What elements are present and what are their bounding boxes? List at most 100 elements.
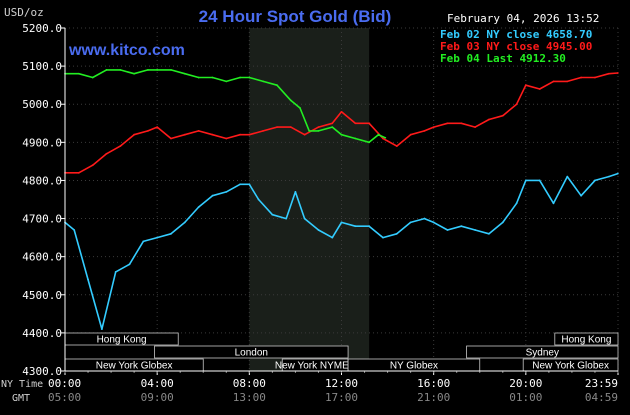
- series-point-2: [423, 130, 426, 132]
- y-tick-label: 4900.0: [22, 136, 62, 149]
- market-session-label: New York Globex: [532, 361, 609, 372]
- series-point-2: [91, 164, 94, 167]
- series-point-2: [289, 126, 292, 128]
- series-point-2: [183, 133, 186, 136]
- x-tick-label-gmt: 05:00: [48, 391, 81, 404]
- series-point-3: [77, 72, 80, 75]
- unit-label: USD/oz: [4, 6, 44, 19]
- series-point-3: [331, 126, 334, 128]
- series-point-1: [423, 217, 426, 220]
- series-point-1: [524, 179, 527, 182]
- market-session-label: London: [235, 348, 268, 359]
- series-point-2: [170, 137, 172, 140]
- x-tick-label-ny: 08:00: [233, 377, 266, 390]
- series-point-2: [566, 80, 569, 83]
- series-point-2: [211, 133, 214, 136]
- series-point-1: [87, 278, 89, 281]
- series-point-2: [119, 145, 122, 148]
- series-point-2: [474, 126, 477, 128]
- series-point-1: [248, 183, 251, 186]
- series-point-1: [225, 190, 228, 193]
- series-point-2: [262, 130, 265, 132]
- series-point-1: [128, 263, 131, 266]
- series-point-2: [616, 72, 619, 74]
- series-point-3: [289, 99, 292, 102]
- series-point-1: [294, 190, 297, 193]
- series-point-2: [395, 145, 398, 148]
- y-tick-label: 5200.0: [22, 22, 62, 35]
- series-point-1: [395, 232, 398, 235]
- series-point-3: [276, 84, 278, 87]
- market-session-label: Hong Kong: [561, 335, 611, 346]
- session-shading: [249, 28, 370, 371]
- series-point-3: [340, 133, 343, 136]
- x-tick-label-gmt: 04:59: [585, 391, 618, 404]
- series-point-1: [460, 225, 463, 228]
- series-point-3: [170, 69, 172, 71]
- market-session-label: NY Globex: [390, 361, 438, 372]
- series-point-1: [317, 229, 320, 231]
- y-tick-label: 4700.0: [22, 213, 62, 226]
- series-point-1: [211, 194, 214, 197]
- series-point-1: [73, 229, 76, 231]
- series-point-2: [147, 130, 149, 132]
- x-tick-label-gmt: 21:00: [417, 391, 450, 404]
- series-point-1: [552, 202, 555, 205]
- series-point-1: [285, 217, 288, 220]
- gmt-label: GMT: [12, 393, 30, 404]
- series-point-1: [501, 221, 504, 224]
- series-point-1: [142, 240, 145, 243]
- series-point-2: [105, 152, 108, 155]
- series-point-1: [197, 206, 200, 209]
- series-point-1: [580, 194, 583, 197]
- series-point-3: [211, 76, 214, 79]
- series-point-3: [119, 69, 122, 71]
- series-point-1: [183, 221, 186, 224]
- series-point-3: [248, 76, 251, 79]
- series-point-1: [170, 232, 172, 235]
- series-point-2: [77, 171, 80, 174]
- series-point-2: [460, 122, 463, 125]
- series-point-3: [147, 69, 149, 71]
- series-point-2: [197, 130, 200, 132]
- x-tick-label-ny: 16:00: [417, 377, 450, 390]
- x-tick-label-gmt: 09:00: [141, 391, 174, 404]
- series-point-3: [105, 69, 108, 71]
- series-point-2: [594, 76, 596, 79]
- legend-entry-feb03: Feb 03 NY close 4945.00: [440, 40, 592, 53]
- series-point-3: [354, 137, 357, 140]
- series-point-3: [317, 130, 320, 132]
- watermark-url[interactable]: www.kitco.com: [68, 42, 185, 59]
- series-point-2: [446, 122, 449, 125]
- series-point-1: [566, 175, 569, 178]
- series-point-2: [340, 110, 343, 113]
- x-tick-label-ny: 00:00: [48, 377, 81, 390]
- series-point-1: [331, 236, 334, 239]
- legend-entry-feb02: Feb 02 NY close 4658.70: [440, 28, 592, 41]
- series-point-1: [594, 179, 596, 182]
- series-point-2: [382, 137, 384, 140]
- market-session-bar: [466, 345, 619, 359]
- series-point-1: [616, 172, 619, 175]
- market-session-bar: [554, 332, 619, 346]
- chart-title: 24 Hour Spot Gold (Bid): [199, 7, 392, 26]
- x-tick-label-ny: 04:00: [141, 377, 174, 390]
- series-point-3: [91, 76, 94, 79]
- y-tick-label: 4500.0: [22, 289, 62, 302]
- y-tick-label: 5000.0: [22, 98, 62, 111]
- series-point-2: [501, 114, 504, 117]
- series-point-2: [552, 80, 555, 83]
- series-point-2: [538, 88, 541, 90]
- market-session-label: New York Globex: [96, 361, 173, 372]
- series-point-2: [409, 133, 412, 136]
- series-point-2: [488, 118, 490, 121]
- market-session-bar: [154, 345, 349, 359]
- series-point-2: [276, 126, 278, 128]
- y-tick-label: 4600.0: [22, 251, 62, 264]
- x-tick-label-gmt: 13:00: [233, 391, 266, 404]
- series-point-1: [303, 217, 306, 220]
- series-point-2: [354, 122, 357, 125]
- series-point-2: [156, 126, 159, 128]
- series-point-1: [488, 232, 490, 235]
